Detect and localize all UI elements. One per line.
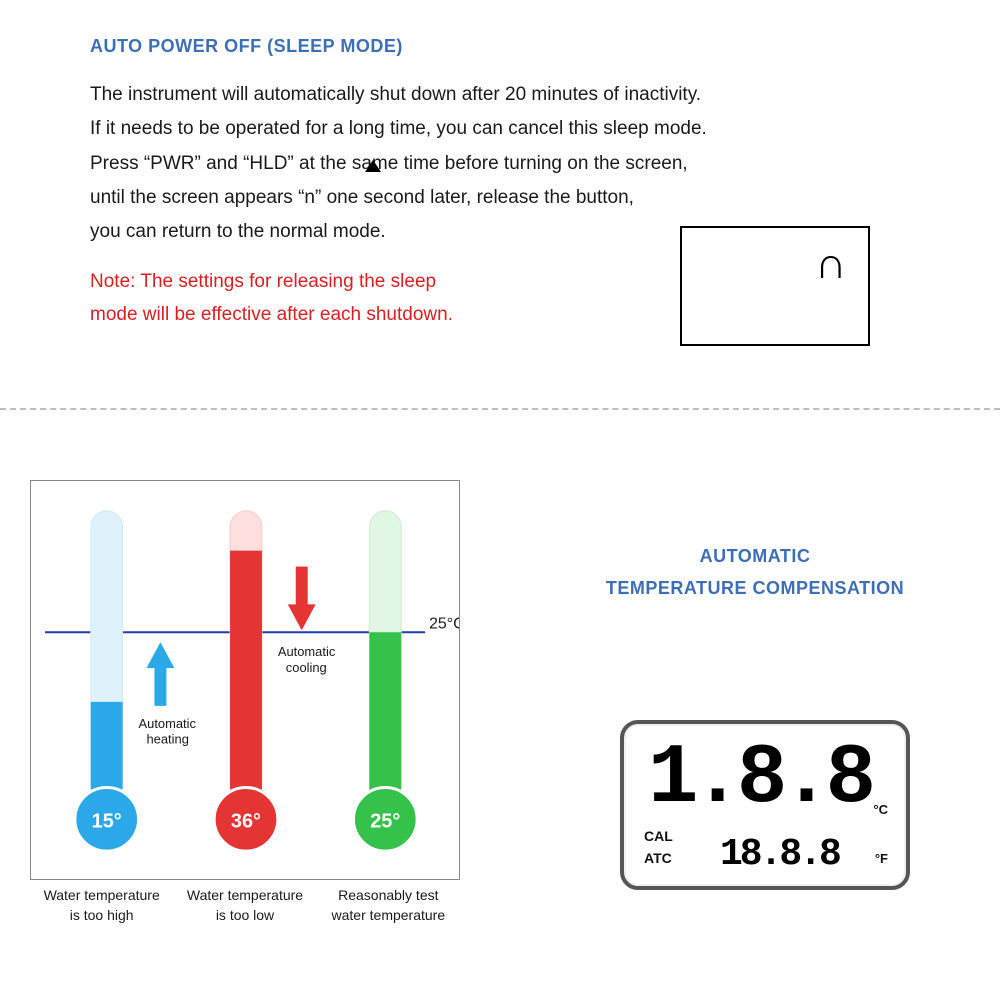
atc-title-line-2: TEMPERATURE COMPENSATION (560, 572, 950, 604)
heating-label-2: heating (146, 732, 188, 747)
cooling-arrow-icon (288, 567, 316, 631)
thermometer-svg: 25°C 15° Automatic heating (31, 481, 459, 879)
caption-2-line-1: Water temperature (187, 887, 303, 903)
lcd-cal-label: CAL (644, 828, 673, 844)
section-divider (0, 408, 1000, 410)
thermometer-1: 15° (75, 511, 139, 851)
heating-arrow-icon (146, 642, 174, 706)
lcd-celsius-label: °C (873, 802, 888, 817)
lcd-fahrenheit-label: °F (875, 851, 888, 866)
thermometer-captions: Water temperature is too high Water temp… (30, 882, 460, 929)
reference-line-label: 25°C (429, 615, 459, 632)
sleep-note-line-1: Note: The settings for releasing the sle… (90, 266, 630, 298)
thermo-2-value: 36° (231, 810, 261, 832)
caption-1: Water temperature is too high (30, 882, 173, 929)
sleep-line-3: Press “PWR” and “HLD” at the same time b… (90, 148, 950, 180)
hld-pointer-icon (365, 160, 381, 172)
caption-1-line-1: Water temperature (44, 887, 160, 903)
caption-2-line-2: is too low (216, 907, 274, 923)
caption-3-line-2: water temperature (332, 907, 446, 923)
sleep-title: AUTO POWER OFF (SLEEP MODE) (90, 36, 950, 57)
thermometer-2: 36° (214, 511, 278, 851)
sleep-line-4: until the screen appears “n” one second … (90, 182, 950, 214)
sleep-note: Note: The settings for releasing the sle… (90, 266, 630, 331)
thermometer-3: 25° (353, 511, 417, 851)
cooling-label-1: Automatic (278, 644, 336, 659)
atc-title-line-1: AUTOMATIC (560, 540, 950, 572)
heating-label-1: Automatic (139, 716, 197, 731)
thermo-1-value: 15° (92, 810, 122, 832)
lcd-atc-display: 1.8.8 18.8.8 CAL ATC °C °F (620, 720, 910, 890)
cooling-label-2: cooling (286, 660, 327, 675)
lcd-n-display: ∩ (680, 226, 870, 346)
lcd-n-symbol: ∩ (818, 242, 842, 292)
sleep-note-line-2: mode will be effective after each shutdo… (90, 299, 630, 331)
atc-section: 25°C 15° Automatic heating (30, 480, 970, 970)
caption-3-line-1: Reasonably test (338, 887, 438, 903)
sleep-line-1: The instrument will automatically shut d… (90, 79, 950, 111)
caption-3: Reasonably test water temperature (317, 882, 460, 929)
atc-title-block: AUTOMATIC TEMPERATURE COMPENSATION (560, 540, 950, 605)
thermometer-diagram: 25°C 15° Automatic heating (30, 480, 460, 880)
thermo-3-value: 25° (370, 810, 400, 832)
lcd-sub-reading: 18.8.8 (720, 833, 839, 876)
caption-2: Water temperature is too low (173, 882, 316, 929)
sleep-line-2: If it needs to be operated for a long ti… (90, 113, 950, 145)
lcd-atc-label: ATC (644, 850, 672, 866)
caption-1-line-2: is too high (70, 907, 134, 923)
lcd-main-reading: 1.8.8 (648, 732, 870, 827)
